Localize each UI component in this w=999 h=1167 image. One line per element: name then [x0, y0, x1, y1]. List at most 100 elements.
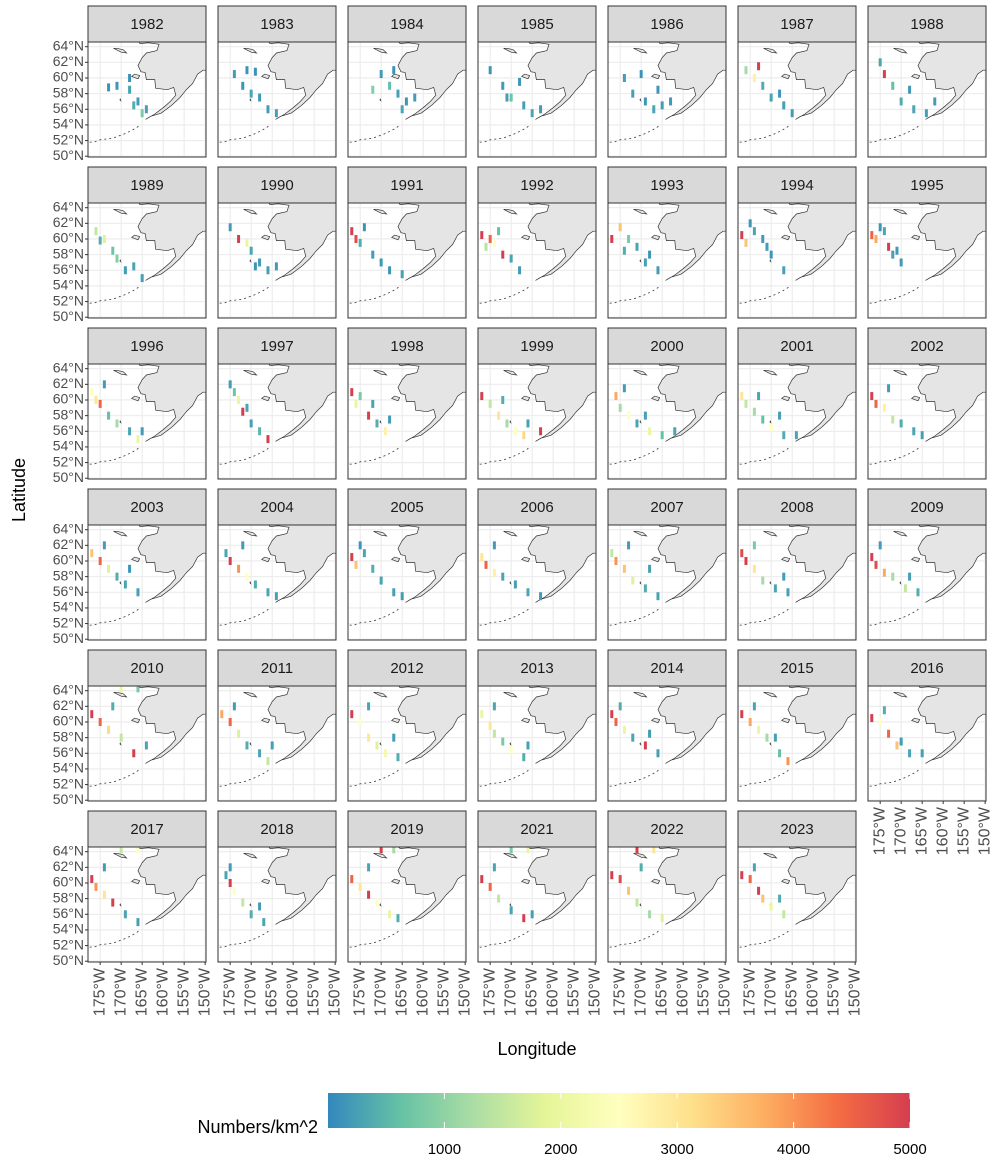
survey-tile: [509, 847, 513, 854]
survey-tile: [274, 262, 278, 271]
y-tick-label: 54°N: [53, 116, 84, 132]
panel-content: [348, 203, 466, 318]
survey-tile: [123, 266, 127, 275]
survey-tile: [136, 435, 140, 444]
survey-tile: [400, 592, 404, 601]
panel-content: [608, 686, 726, 801]
land: [527, 42, 596, 120]
land: [137, 847, 206, 925]
survey-tile: [480, 553, 484, 562]
y-tick-label: 52°N: [53, 614, 84, 630]
survey-tile: [522, 431, 526, 440]
facet-panel: 1995: [867, 166, 987, 319]
aleutians: [869, 607, 921, 626]
island: [911, 73, 921, 80]
island: [639, 742, 642, 746]
strip-label: 2015: [780, 660, 813, 677]
land: [397, 525, 466, 603]
island: [261, 73, 271, 80]
survey-tile: [266, 757, 270, 766]
panel-content: [738, 686, 856, 801]
island: [503, 691, 518, 698]
y-tick-label: 50°N: [53, 147, 84, 163]
strip-label: 2021: [520, 821, 553, 838]
survey-tile: [388, 81, 392, 90]
y-tick-label: 58°N: [53, 245, 84, 261]
facet-panel: 2011: [217, 649, 337, 802]
aleutians: [479, 607, 531, 626]
island: [893, 369, 908, 376]
survey-tile: [90, 875, 94, 884]
survey-tile: [614, 556, 618, 565]
strip-label: 2003: [130, 499, 163, 516]
survey-tile: [228, 878, 232, 887]
strip: [607, 166, 727, 204]
survey-tile: [249, 246, 253, 255]
survey-tile: [266, 435, 270, 444]
survey-tile: [627, 411, 631, 420]
island: [119, 420, 122, 424]
panel-border: [87, 202, 207, 319]
survey-tile: [539, 592, 543, 601]
y-tick-label: 52°N: [53, 453, 84, 469]
strip: [347, 649, 467, 687]
aleutians: [219, 607, 271, 626]
x-tick-label: 165°W: [393, 967, 410, 1016]
island: [521, 717, 531, 724]
survey-tile: [102, 863, 106, 872]
island: [131, 878, 141, 885]
survey-tile: [383, 427, 387, 436]
survey-tile: [379, 258, 383, 267]
survey-tile: [740, 231, 744, 240]
survey-tile: [90, 710, 94, 719]
facet-panel: 1982 50°N52°N54°N56°N58°N60°N62°N64°N: [53, 5, 207, 163]
survey-tile: [367, 733, 371, 742]
island: [249, 903, 252, 907]
survey-tile: [744, 556, 748, 565]
survey-tile: [488, 66, 492, 75]
y-tick-label: 64°N: [53, 359, 84, 375]
panel-content: [608, 847, 726, 962]
aleutians: [89, 607, 141, 626]
aleutians: [349, 607, 401, 626]
aleutians: [219, 929, 271, 948]
survey-tile: [350, 710, 354, 719]
survey-tile: [778, 749, 782, 758]
island: [509, 420, 512, 424]
x-tick-label: 170°W: [242, 967, 259, 1016]
facet-panel: 2005: [347, 488, 467, 641]
facet-panel: 2002: [867, 327, 987, 480]
strip: [867, 166, 987, 204]
x-tick-label: 175°W: [871, 806, 888, 855]
island: [509, 903, 512, 907]
land: [397, 364, 466, 442]
strip-label: 2017: [130, 821, 163, 838]
strip-label: 2016: [910, 660, 943, 677]
strip-label: 1986: [650, 16, 683, 33]
survey-tile: [631, 733, 635, 742]
survey-tile: [752, 702, 756, 711]
survey-tile: [232, 388, 236, 397]
island: [391, 717, 401, 724]
survey-tile: [891, 415, 895, 424]
survey-tile: [790, 109, 794, 118]
survey-tile: [648, 729, 652, 738]
y-tick-label: 52°N: [53, 936, 84, 952]
y-tick-label: 52°N: [53, 131, 84, 147]
x-tick-label: 165°W: [263, 967, 280, 1016]
panel-content: [868, 525, 986, 640]
survey-tile: [513, 580, 517, 589]
island: [893, 47, 908, 54]
survey-tile: [614, 392, 618, 401]
land: [397, 847, 466, 925]
survey-tile: [94, 395, 98, 404]
facet-panel: 1992: [477, 166, 597, 319]
land: [917, 686, 986, 764]
island: [391, 234, 401, 241]
x-tick-label: 170°W: [372, 967, 389, 1016]
survey-tile: [648, 910, 652, 919]
x-tick-label: 155°W: [695, 967, 712, 1016]
survey-tile: [752, 407, 756, 416]
island: [503, 208, 518, 215]
panel-border: [867, 685, 987, 802]
